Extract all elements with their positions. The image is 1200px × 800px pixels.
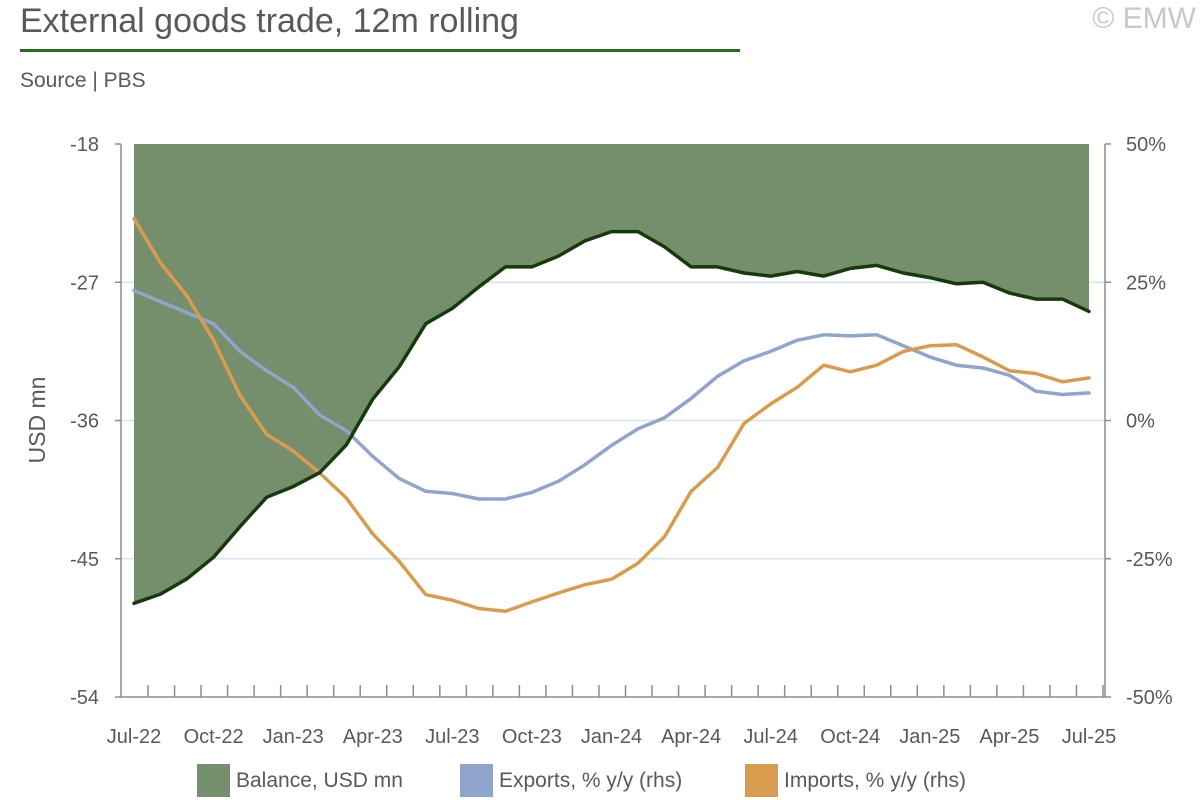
copyright-watermark: © EMW — [1092, 2, 1196, 35]
x-tick-label: Jan-23 — [263, 726, 324, 748]
tick-labels: -18 50% -27 25% -36 0% -45 -25% -54 -50% Jul-22 Oct… — [70, 134, 1173, 748]
imports-line — [132, 216, 1091, 614]
y-axis-title: USD mn — [24, 377, 50, 464]
chart-title: External goods trade, 12m rolling — [20, 2, 519, 40]
title-underline — [20, 49, 740, 52]
balance-line — [132, 229, 1091, 606]
y-right-tick-label: 0% — [1126, 411, 1155, 433]
y-left-tick-label: -45 — [70, 549, 99, 571]
x-tick-label: Oct-24 — [820, 726, 880, 748]
legend-item-exports: Exports, % y/y (rhs) — [460, 764, 682, 797]
balance-area-layer — [134, 144, 1089, 604]
legend-swatch-imports — [745, 764, 778, 797]
x-tick-label: Apr-25 — [979, 726, 1039, 748]
x-tick-label: Apr-23 — [343, 726, 403, 748]
x-tick-label: Jul-25 — [1062, 726, 1116, 748]
balance-area — [134, 144, 1089, 604]
legend-label-imports: Imports, % y/y (rhs) — [784, 768, 967, 792]
y-left-tick-label: -36 — [70, 411, 99, 433]
axes — [115, 143, 1111, 698]
y-right-tick-label: -25% — [1126, 549, 1173, 571]
y-right-tick-label: 50% — [1126, 134, 1166, 156]
legend-item-balance: Balance, USD mn — [197, 764, 403, 797]
legend-label-balance: Balance, USD mn — [236, 768, 403, 792]
x-tick-label: Jul-23 — [425, 726, 479, 748]
x-tick-label: Apr-24 — [661, 726, 721, 748]
source-label: Source | PBS — [20, 69, 146, 92]
y-left-tick-label: -54 — [70, 687, 99, 709]
legend: Balance, USD mn Exports, % y/y (rhs) Imp… — [0, 764, 1200, 800]
x-tick-label: Jan-24 — [581, 726, 642, 748]
y-left-tick-label: -18 — [70, 134, 99, 156]
x-tick-label: Oct-22 — [184, 726, 244, 748]
y-right-tick-label: 25% — [1126, 272, 1166, 294]
x-tick-label: Jan-25 — [899, 726, 960, 748]
legend-item-imports: Imports, % y/y (rhs) — [745, 764, 966, 797]
y-left-tick-label: -27 — [70, 272, 99, 294]
x-tick-label: Jul-22 — [107, 726, 161, 748]
x-tick-label: Oct-23 — [502, 726, 562, 748]
legend-swatch-exports — [460, 764, 493, 797]
legend-swatch-balance — [197, 764, 230, 797]
y-right-tick-label: -50% — [1126, 687, 1173, 709]
exports-line — [132, 288, 1091, 501]
x-tick-label: Jul-24 — [743, 726, 797, 748]
series-lines — [132, 216, 1091, 614]
legend-label-exports: Exports, % y/y (rhs) — [499, 768, 683, 792]
